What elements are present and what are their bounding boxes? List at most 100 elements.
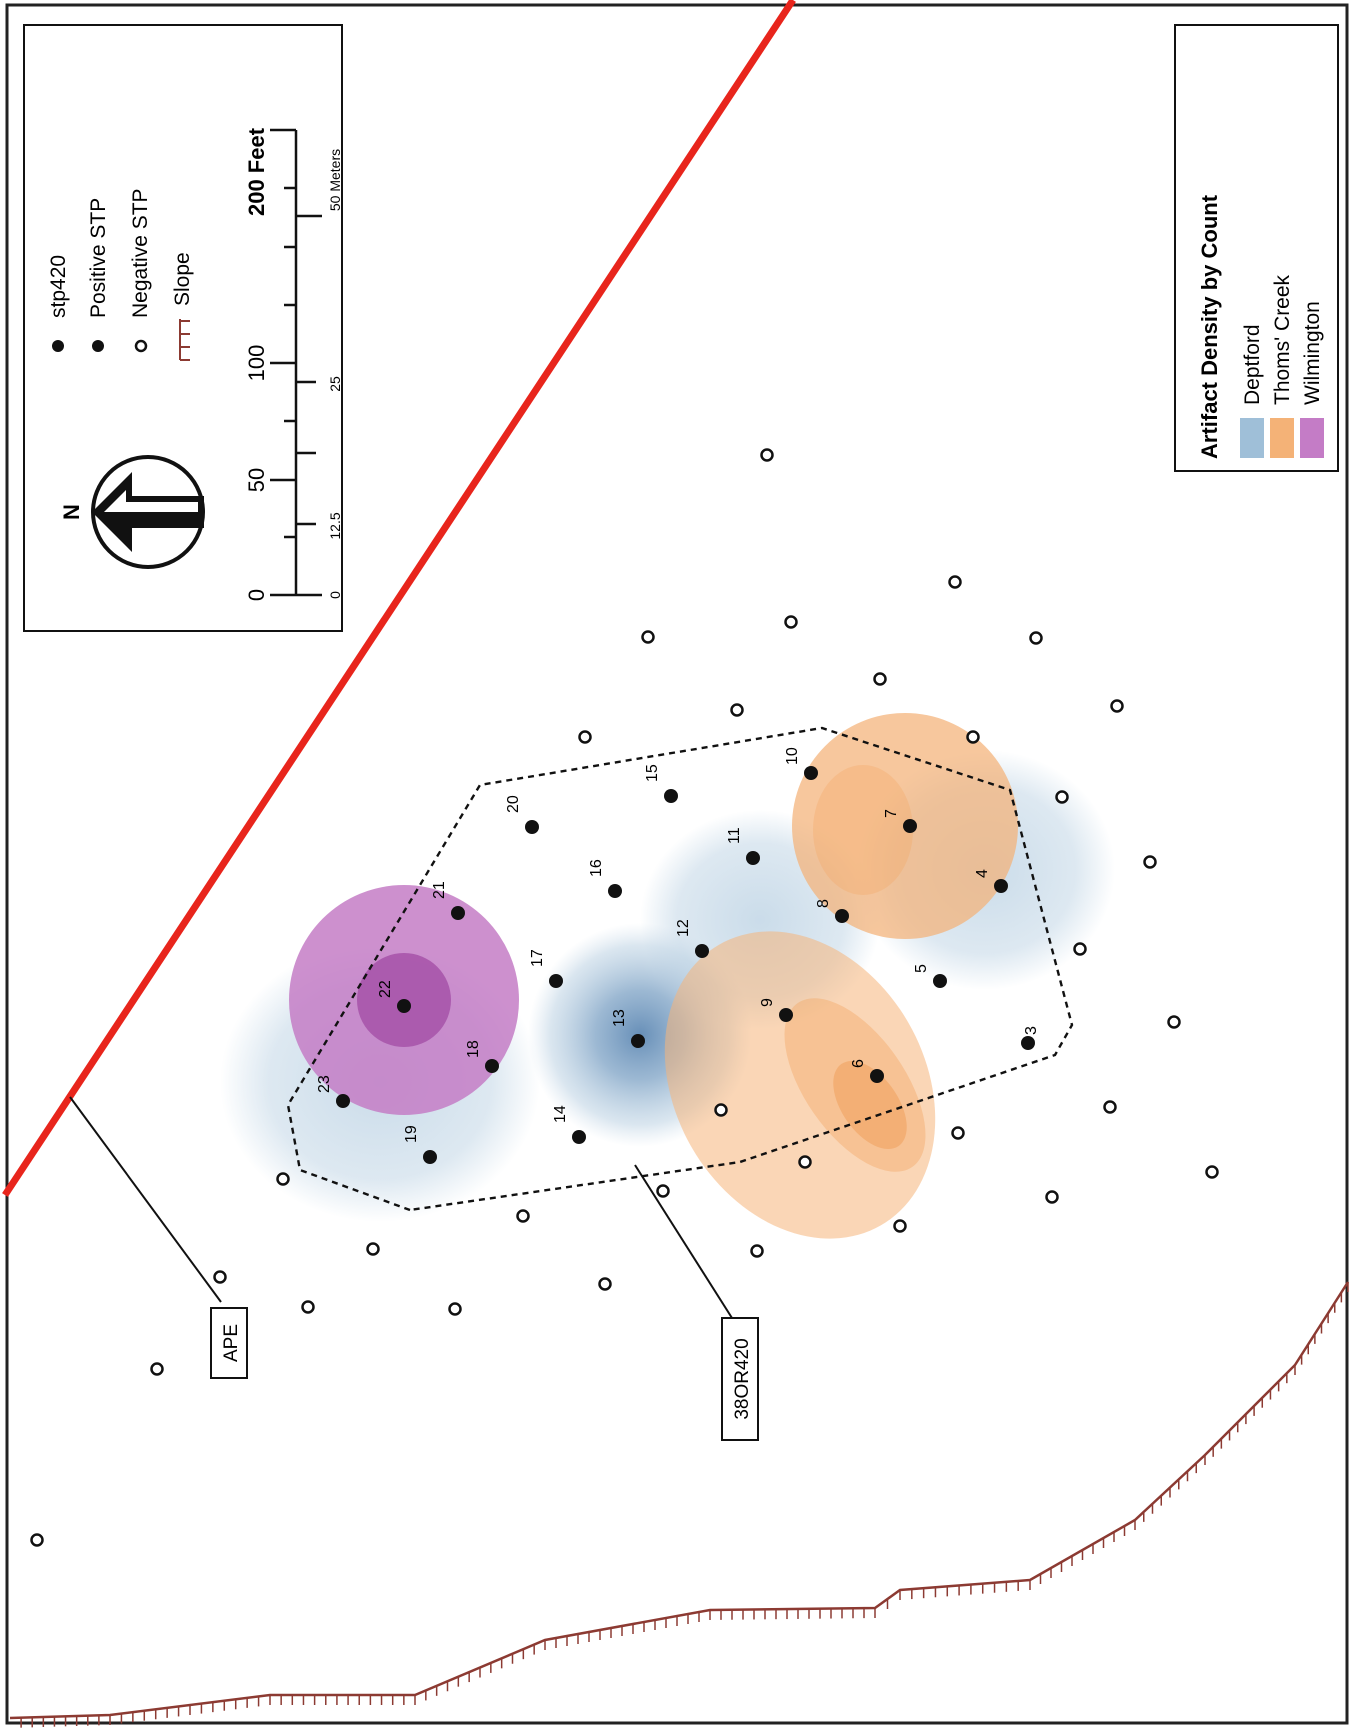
positive-stp-label: 9 — [759, 998, 776, 1007]
negative-stp — [1167, 1015, 1181, 1029]
negative-stp — [578, 730, 592, 744]
positive-stp-label: 18 — [465, 1040, 482, 1058]
positive-stp — [608, 884, 622, 898]
thoms-creek-density-area — [813, 765, 913, 895]
stp420-symbol — [52, 340, 64, 352]
density-legend: Artifact Density by Count Deptford Thoms… — [1174, 24, 1339, 472]
positive-stp — [804, 766, 818, 780]
north-label: N — [59, 504, 84, 520]
legend-label-slope: Slope — [171, 252, 194, 306]
positive-stp-label: 19 — [403, 1125, 420, 1143]
negative-stp — [798, 1155, 812, 1169]
positive-stp — [1021, 1036, 1035, 1050]
positive-stp-label: 22 — [377, 980, 394, 998]
positive-stp-label: 15 — [644, 764, 661, 782]
negative-stp — [1143, 855, 1157, 869]
negative-stp — [951, 1126, 965, 1140]
positive-stp — [525, 820, 539, 834]
positive-stp-label: 11 — [726, 827, 743, 844]
positive-stp-label: 5 — [913, 964, 930, 973]
ape-leader-line — [69, 1096, 222, 1303]
negative-stp — [516, 1209, 530, 1223]
site-leader-line — [634, 1164, 733, 1319]
deptford-swatch — [1240, 418, 1264, 458]
positive-stp — [870, 1069, 884, 1083]
positive-stp — [397, 999, 411, 1013]
positive-stp — [746, 851, 760, 865]
scale-feet-200: 200 Feet — [244, 127, 269, 216]
negative-stp — [873, 672, 887, 686]
slope-symbol — [179, 319, 190, 361]
negative-stp — [1045, 1190, 1059, 1204]
scale-meters-12-5: 12.5 — [327, 512, 343, 539]
negative-stp — [1103, 1100, 1117, 1114]
north-arrow-icon: N — [59, 455, 205, 569]
positive-stp-label: 21 — [431, 881, 448, 899]
negative-stp — [448, 1302, 462, 1316]
density-label-wilmington: Wilmington — [1301, 301, 1324, 405]
positive-stp — [933, 974, 947, 988]
positive-stp-layer: 3 4 5 6 7 8 9 10 11 12 13 14 15 16 17 18 19 20 21 22 23 — [316, 747, 1040, 1164]
positive-stp — [485, 1059, 499, 1073]
scale-meters-50: 50 Meters — [327, 149, 343, 211]
scale-bar — [270, 128, 322, 597]
legend-label-stp420: stp420 — [47, 255, 70, 318]
ape-label: APE — [210, 1307, 248, 1379]
scale-feet-50: 50 — [244, 468, 269, 492]
map-legend: N stp420 Positive STP Negative STP Slope — [23, 24, 343, 632]
negative-stp — [1073, 942, 1087, 956]
ape-label-text: APE — [221, 1324, 242, 1362]
positive-stp-label: 17 — [529, 949, 546, 967]
density-layer — [220, 713, 1115, 1239]
positive-stp-symbol — [92, 340, 104, 352]
scale-feet-0: 0 — [244, 589, 269, 601]
positive-stp — [664, 789, 678, 803]
thoms-creek-density-area — [664, 931, 936, 1239]
positive-stp-label: 4 — [974, 869, 991, 878]
positive-stp-label: 23 — [316, 1075, 333, 1093]
negative-stp — [1205, 1165, 1219, 1179]
negative-stp — [948, 575, 962, 589]
positive-stp-label: 14 — [552, 1105, 569, 1123]
positive-stp — [779, 1008, 793, 1022]
legend-label-negative-stp: Negative STP — [129, 188, 152, 318]
positive-stp-label: 10 — [784, 747, 801, 765]
negative-stp — [966, 730, 980, 744]
negative-stp — [893, 1219, 907, 1233]
positive-stp — [994, 879, 1008, 893]
positive-stp-label: 6 — [850, 1059, 867, 1068]
negative-stp — [1029, 631, 1043, 645]
negative-stp — [301, 1300, 315, 1314]
positive-stp-label: 12 — [675, 919, 692, 937]
negative-stp — [213, 1270, 227, 1284]
positive-stp — [549, 974, 563, 988]
positive-stp — [423, 1150, 437, 1164]
thoms-creek-density-area — [833, 1061, 907, 1149]
negative-stp-symbol — [134, 339, 148, 353]
negative-stp — [641, 630, 655, 644]
wilmington-swatch — [1300, 418, 1324, 458]
ape-boundary-line — [2, 0, 796, 1197]
positive-stp — [695, 944, 709, 958]
positive-stp — [835, 909, 849, 923]
positive-stp — [572, 1130, 586, 1144]
negative-stp — [1110, 699, 1124, 713]
density-label-deptford: Deptford — [1241, 324, 1264, 405]
negative-stp — [750, 1244, 764, 1258]
negative-stp — [656, 1184, 670, 1198]
thoms-creek-swatch — [1270, 418, 1294, 458]
scale-feet-100: 100 — [244, 345, 269, 382]
positive-stp-label: 13 — [611, 1009, 628, 1027]
positive-stp-label: 8 — [815, 899, 832, 908]
positive-stp-label: 3 — [1023, 1026, 1040, 1035]
positive-stp — [903, 819, 917, 833]
negative-stp — [598, 1277, 612, 1291]
positive-stp — [336, 1094, 350, 1108]
negative-stp — [1055, 790, 1069, 804]
map-legend-box — [23, 24, 343, 632]
scale-meters-0: 0 — [327, 591, 343, 599]
thoms-creek-density-area — [784, 998, 926, 1172]
negative-stp — [760, 448, 774, 462]
negative-stp-layer — [30, 448, 1219, 1547]
